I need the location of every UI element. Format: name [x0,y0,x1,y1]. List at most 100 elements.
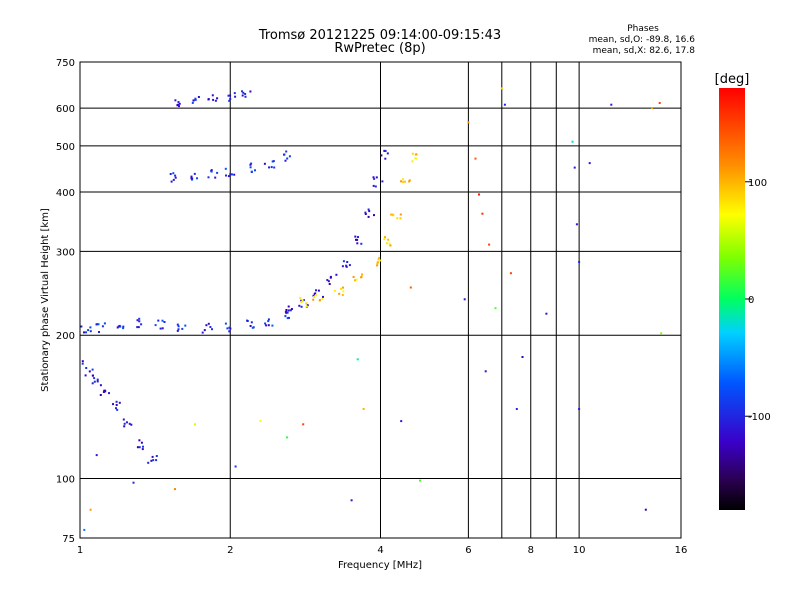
echo-point [123,422,126,425]
echo-point [251,326,254,329]
echo-point [138,320,141,323]
echo-point [287,309,290,312]
echo-point [138,439,141,442]
chart-subtitle: RwPretec (8p) [334,41,425,56]
y-axis-ticks: 75 100 200 300 400 500 600 750 [56,58,75,545]
echo-point [229,327,232,330]
echo-point [376,262,379,265]
echo-point [184,324,187,327]
echo-point [234,465,237,468]
echo-point [318,299,321,302]
echo-point [300,299,303,302]
echo-point [89,330,92,333]
echo-point [216,171,219,174]
echo-point [578,261,581,263]
echo-point [300,305,303,308]
echo-point [77,365,79,367]
echo-point [132,481,135,484]
colorbar-tick-label: -100 [748,412,771,423]
echo-point [342,286,344,289]
echo-point [128,422,131,425]
echo-point [141,448,144,451]
colorbar-ticks: 100 0 -100 [745,178,771,423]
echo-point [161,327,164,330]
echo-point [345,264,348,267]
echo-point [233,92,236,95]
echo-point [84,374,87,377]
echo-point [130,423,133,426]
echo-point [210,169,213,172]
echo-point [321,298,324,300]
echo-point [588,162,591,165]
echo-point [352,276,355,278]
echo-point [384,150,387,152]
echo-point [112,403,114,406]
echo-point [101,325,104,328]
echo-point [345,265,348,268]
echo-point [467,121,470,124]
echo-point [315,294,317,297]
echo-point [177,328,180,331]
echo-point [356,242,359,245]
echo-point [102,391,105,393]
echo-point [155,455,158,457]
y-tick-label: 750 [56,58,75,69]
echo-point [314,292,317,295]
echo-point [98,331,100,333]
echo-point [315,289,317,292]
x-axis-ticks: 1 2 4 6 8 10 16 [77,545,688,556]
echo-point [176,329,179,332]
echo-point [362,408,365,410]
echo-point [286,311,289,314]
echo-point [207,98,210,101]
echo-point [270,166,273,169]
echo-point [484,370,487,373]
echo-point [91,382,94,385]
echo-point [263,162,266,165]
echo-point [242,91,245,94]
echo-point [249,90,252,93]
echo-point [271,324,274,327]
echo-point [83,331,85,334]
echo-point [383,238,386,240]
echo-point [300,301,303,303]
plot-frame [79,61,682,539]
phases-x-stats: mean, sd,X: 82.6, 17.8 [593,46,696,56]
echo-point [409,286,412,289]
echo-point [201,331,204,334]
echo-point [224,322,227,325]
echo-point [211,328,213,331]
echo-point [290,308,293,310]
echo-point [89,508,92,511]
echo-point [341,294,344,296]
echo-point [287,305,290,308]
echo-point [377,258,380,261]
echo-point [216,97,219,100]
echo-point [209,326,212,328]
echo-point [81,360,84,363]
echo-point [378,256,381,259]
echo-point [408,179,411,182]
echo-point [138,317,141,320]
echo-point [312,294,315,297]
echo-point [85,367,88,369]
echo-point [378,259,381,262]
echo-point [207,176,210,179]
echo-point [338,292,341,295]
echo-point [268,166,270,169]
echo-point [503,103,506,106]
echo-point [415,153,418,156]
echo-point [402,181,405,184]
echo-point [157,319,160,322]
echo-point [265,324,268,327]
echo-point [302,299,305,302]
echo-point [249,166,252,169]
echo-point [384,157,387,160]
echo-point [228,99,231,102]
echo-point [388,242,391,245]
echo-point [174,99,177,102]
echo-point [411,152,414,155]
echo-point [250,170,253,173]
echo-point [408,180,410,183]
